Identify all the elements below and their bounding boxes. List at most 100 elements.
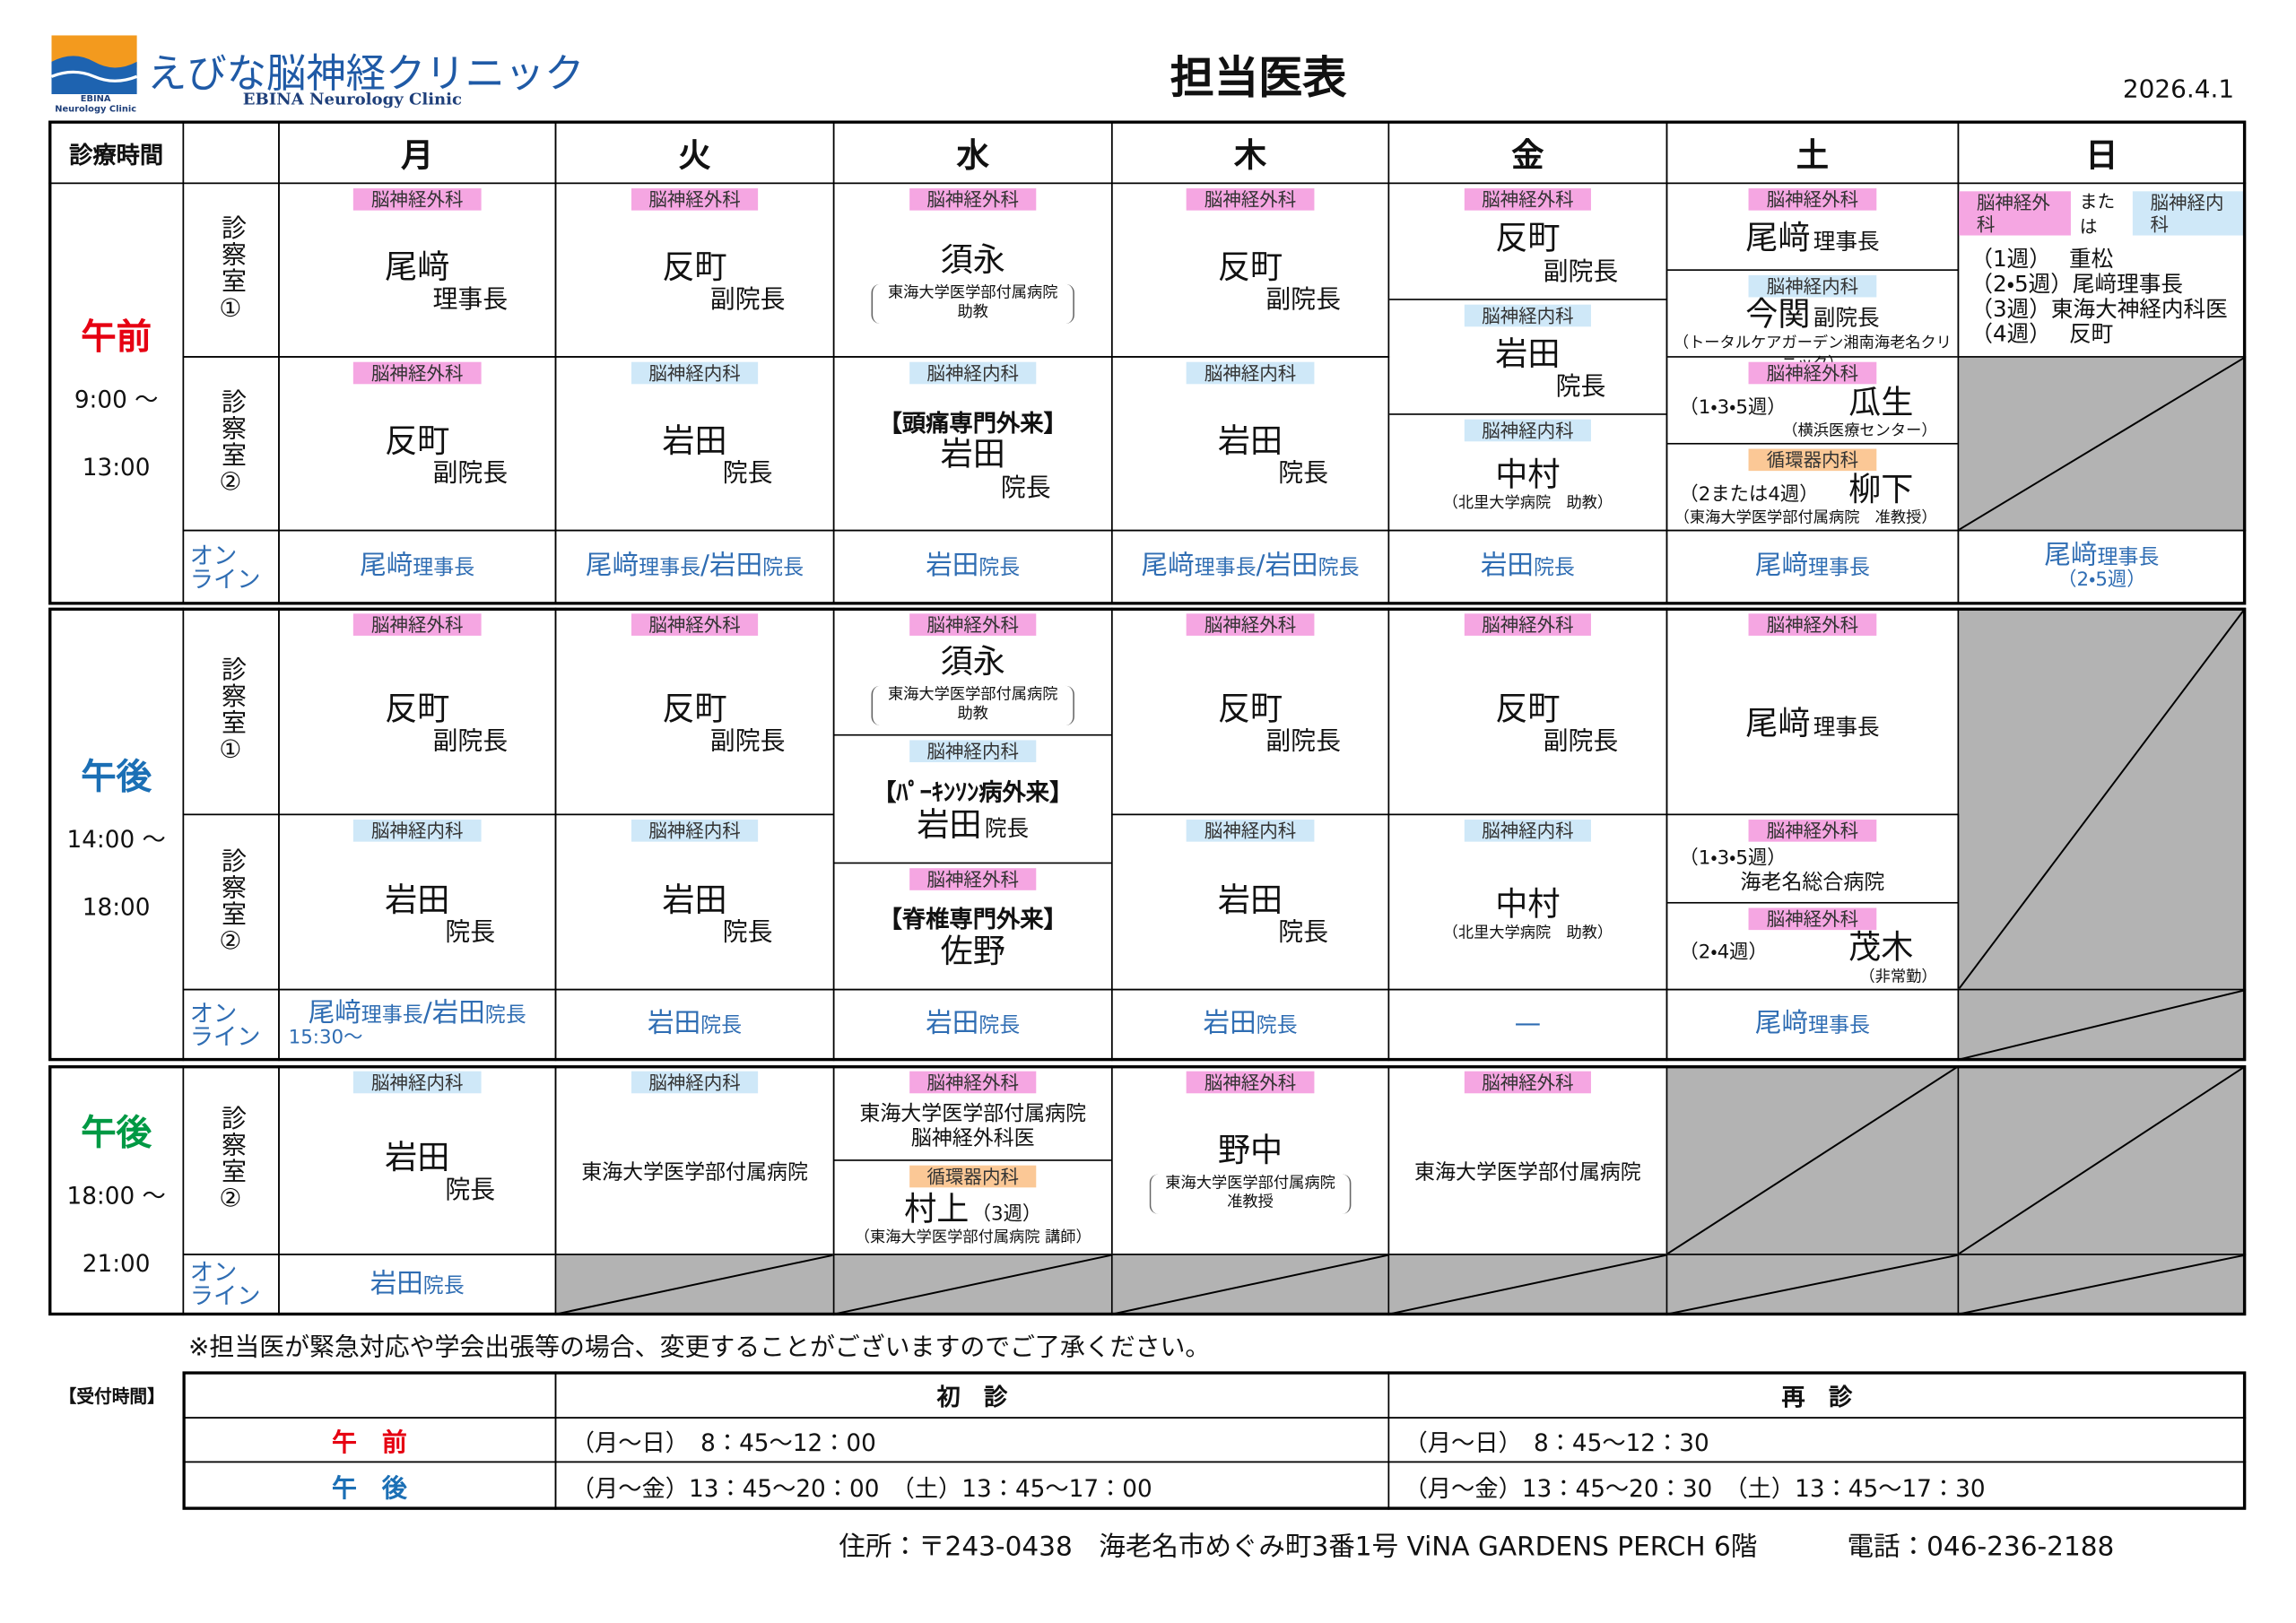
schedule-section: 脳神経外科 反町 副院長 [1113,184,1388,356]
diagonal-line [1959,1255,2244,1315]
affiliation-note: （北里大学病院 助教） [1443,924,1613,943]
address: 住所：〒243-0438 海老名市めぐみ町3番1号 ViNA GARDENS P… [839,1532,1758,1563]
doctor-title: 院長 [984,814,1030,841]
dept-tag: 脳神経外科 [353,188,482,211]
closed-cell [1957,988,2247,1062]
doctor-title: 院長 [1000,473,1051,503]
section-body: 反町 副院長 [1389,211,1666,299]
dept-row: 脳神経内科 [909,361,1037,385]
note-line: 東海大学医学部付属病院 [887,685,1058,703]
section-body: 尾﨑 理事長 [280,211,555,356]
dept-tag: 脳神経内科 [909,740,1037,763]
schedule-cell: 脳神経内科 岩田 院長 [1110,356,1390,532]
clinic-logo [51,35,138,95]
dept-row: 脳神経外科 または 脳神経内科 [1959,188,2245,239]
doctor-name: 岩田 [662,881,727,919]
closed-diagonal [556,1255,833,1315]
name-group: 岩田 [662,882,726,920]
online-title: 理事長 [1808,1013,1870,1038]
name-group: 岩田 [385,882,449,920]
doctor-name: 野中 [1217,1133,1283,1170]
dept-row: 脳神経外科 [1464,613,1592,636]
name-group: 尾﨑 理事長 [1745,221,1879,259]
dept-row: 脳神経外科 [353,188,482,211]
schedule-section: 脳神経外科 須永 東海大学医学部付属病院 助教 [834,184,1111,356]
doctor-name: 岩田 [1495,336,1561,374]
online-title: 理事長 [2097,546,2160,570]
section-body: 岩田 院長 [280,842,555,989]
rotation-line: （1週） 重松 [1970,245,2114,272]
closed-cell [1665,1065,1960,1255]
online-name: 岩田 [1265,550,1318,582]
name-group: 岩田 [385,1141,449,1178]
dept-tag: 脳神経外科 [631,613,759,636]
doctor-name: 反町 [1495,691,1561,729]
affiliation-note: （非常勤） [1859,968,1957,987]
online-name: 岩田 [1480,550,1534,582]
doctor-name: 柳下 [1848,472,1914,509]
name-row: 尾﨑 理事長 [1745,706,1879,743]
dept-tag: 脳神経外科 [1464,1071,1592,1094]
room-label-cell: 診察室② [182,813,280,991]
affiliation-note: 東海大学医学部付属病院 助教 [871,685,1074,725]
dept-row: 脳神経内科 [1464,420,1592,442]
day-label: 水 [956,137,989,175]
dept-row: 脳神経内科 [353,1071,482,1094]
session-time: 9:00 ～ [74,385,159,413]
diagonal-line [834,1255,1111,1315]
online-cell: 岩田 院長 [1110,988,1390,1062]
note-line: （非常勤） [1859,968,1937,985]
section-body: 岩田 院長 [556,384,833,529]
reception-row-text: 午 前 [332,1428,407,1459]
section-body: 中村 （北里大学病院 助教） [1389,842,1666,989]
closed-cell [1665,1254,1960,1316]
online-cell: 岩田 院長 [278,1254,557,1316]
online-doctors: 尾﨑 理事長 [360,552,474,581]
closed-diagonal [1959,1255,2244,1315]
closed-diagonal [1389,1255,1666,1315]
schedule-cell: 脳神経外科 反町 副院長 [1110,182,1390,358]
dept-tag: 脳神経内科 [1748,274,1876,298]
clinic-name: 【ﾊﾟｰｷﾝｿﾝ病外来】 [873,778,1074,807]
name-group: 岩田 院長 [917,807,1029,845]
logo-text: EBINA [80,94,111,105]
online-title: 理事長 [1808,556,1870,580]
schedule-section: 脳神経外科 （1・3・5週） 海老名総合病院 [1667,815,1957,901]
online-doctors: 尾﨑 理事長 [2044,542,2160,571]
name-group: 須永 [941,243,1005,281]
reception-hours: （月～日） 8：45～12：00 [554,1417,1390,1463]
dept-tag: 脳神経外科 [909,1071,1037,1094]
schedule-section: 脳神経外科 反町 副院長 [280,358,555,530]
diagonal-line [1667,1255,1957,1315]
note-line: 東海大学医学部付属病院 [1165,1173,1335,1192]
day-header: 日 [1957,120,2247,185]
name-row: 岩田 [941,438,1005,475]
doctor-name: 岩田 [1217,881,1283,919]
dept-tag: 脳神経外科 [1464,613,1592,636]
online-title: 理事長 [1194,556,1257,580]
online-doctors: 岩田 院長 [1480,550,1575,582]
issue-date: 2026.4.1 [2122,74,2235,105]
section-body: 【頭痛専門外来】 岩田 院長 [834,384,1111,529]
doctor-name: 中村 [1495,886,1561,924]
schedule-cell: 脳神経内科 岩田 院長 [554,356,835,532]
online-cell: 尾﨑 理事長 / 岩田 院長 [1110,529,1390,605]
diagonal-line [556,1255,833,1315]
day-header: 水 [832,120,1113,185]
schedule-cell: 脳神経外科 反町 副院長 脳神経内科 岩田 院長 脳神経内科 中村 （北里大学病院 助教） [1387,182,1668,532]
dept-tag: 脳神経内科 [631,361,759,385]
schedule-cell: 脳神経外科 須永 東海大学医学部付属病院 助教 [832,182,1113,358]
closed-diagonal [1667,1255,1957,1315]
section-body: （1・3・5週） 海老名総合病院 [1667,842,1957,901]
closed-diagonal [1959,1067,2244,1254]
schedule-section: 脳神経外科 または 脳神経内科 （1週） 重松 （2・5週）尾﨑理事長 （3週）東海大神経… [1959,184,2245,356]
name-group: 今関 副院長 [1745,297,1879,334]
doctor-name: 反町 [662,250,727,288]
dept-tag: 脳神経内科 [631,1071,759,1094]
schedule-section: 脳神経外科 東海大学医学部付属病院 [1389,1067,1666,1254]
name-row: 今関 副院長 [1745,297,1879,334]
name-row: （2または4週） 柳下 [1667,472,1957,509]
reception-hours-text: （月～日） 8：45～12：30 [1404,1428,1709,1456]
online-doctors: 尾﨑 理事長 [1755,1010,1870,1038]
